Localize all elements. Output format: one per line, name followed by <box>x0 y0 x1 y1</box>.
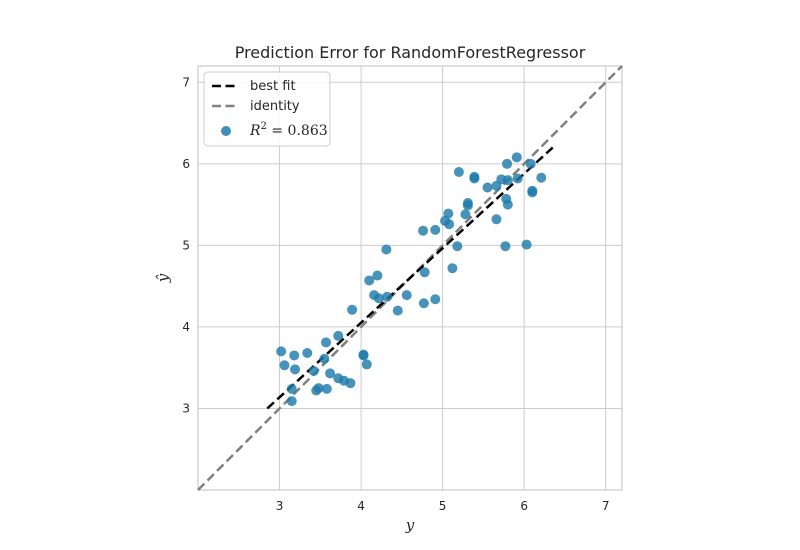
data-point-21 <box>392 305 403 316</box>
data-point-60 <box>525 158 536 169</box>
data-point-19 <box>321 337 332 348</box>
data-point-26 <box>382 291 393 302</box>
data-point-9 <box>308 365 319 376</box>
y-tick-label: 4 <box>182 320 190 334</box>
data-point-35 <box>500 241 511 252</box>
x-tick-label: 5 <box>439 499 447 513</box>
data-point-31 <box>419 267 430 278</box>
data-point-47 <box>501 193 512 204</box>
data-point-38 <box>430 224 441 235</box>
data-point-45 <box>462 197 473 208</box>
legend-r2-symbol: R <box>249 123 261 139</box>
data-point-22 <box>347 304 358 315</box>
chart-title: Prediction Error for RandomForestRegress… <box>235 43 586 62</box>
x-tick-labels: 3 4 5 6 7 <box>276 499 610 513</box>
data-point-0 <box>286 396 297 407</box>
data-point-37 <box>418 225 429 236</box>
data-point-43 <box>460 209 471 220</box>
data-point-17 <box>302 348 313 359</box>
best-fit-line <box>266 146 554 410</box>
data-point-20 <box>333 330 344 341</box>
y-tick-label: 6 <box>182 157 190 171</box>
legend-r2-value: = 0.863 <box>267 123 328 139</box>
data-point-58 <box>453 167 464 177</box>
legend-r2-label: R2 = 0.863 <box>249 121 328 139</box>
y-axis-label: ŷ <box>154 273 172 283</box>
data-point-53 <box>496 174 507 185</box>
legend-r2-superscript: 2 <box>261 121 267 132</box>
data-point-34 <box>452 241 463 252</box>
plot-frame <box>197 65 623 491</box>
data-point-41 <box>491 214 502 225</box>
data-point-61 <box>511 152 522 163</box>
data-point-11 <box>279 360 290 371</box>
y-tick-label: 5 <box>182 238 190 252</box>
data-point-12 <box>361 359 372 370</box>
y-tick-labels: 3 4 5 6 7 <box>182 75 190 415</box>
y-tick-label: 3 <box>182 401 190 415</box>
data-point-16 <box>358 350 369 361</box>
data-point-2 <box>321 383 332 394</box>
data-point-18 <box>276 346 287 357</box>
data-point-8 <box>325 368 336 379</box>
y-tick-label: 7 <box>182 75 190 89</box>
data-point-29 <box>364 275 375 286</box>
data-point-57 <box>536 172 547 183</box>
data-point-28 <box>401 290 412 301</box>
data-point-36 <box>521 239 532 250</box>
data-point-10 <box>290 364 301 375</box>
data-point-7 <box>333 373 344 384</box>
data-point-54 <box>512 173 523 184</box>
x-tick-label: 6 <box>520 499 528 513</box>
legend-box <box>203 71 331 147</box>
data-point-23 <box>418 298 429 309</box>
x-axis-label: y <box>405 516 415 534</box>
data-point-24 <box>430 294 441 305</box>
legend-identity-label: identity <box>250 99 300 114</box>
data-point-50 <box>482 182 493 193</box>
data-point-56 <box>469 171 480 182</box>
legend: best fit identity R2 = 0.863 <box>203 71 331 147</box>
data-point-3 <box>286 383 297 394</box>
data-point-30 <box>372 270 383 281</box>
data-point-59 <box>502 158 513 169</box>
data-point-32 <box>447 263 458 274</box>
data-point-27 <box>369 290 380 301</box>
data-points <box>276 152 547 407</box>
data-point-14 <box>289 350 300 361</box>
data-point-13 <box>319 353 330 364</box>
x-tick-label: 7 <box>602 499 610 513</box>
legend-r2-swatch <box>221 126 231 136</box>
data-point-42 <box>443 208 454 219</box>
data-point-49 <box>527 185 538 196</box>
data-point-4 <box>313 383 324 394</box>
legend-best-fit-label: best fit <box>250 79 296 94</box>
x-tick-label: 3 <box>276 499 284 513</box>
x-tick-label: 4 <box>357 499 365 513</box>
data-point-33 <box>381 244 392 255</box>
